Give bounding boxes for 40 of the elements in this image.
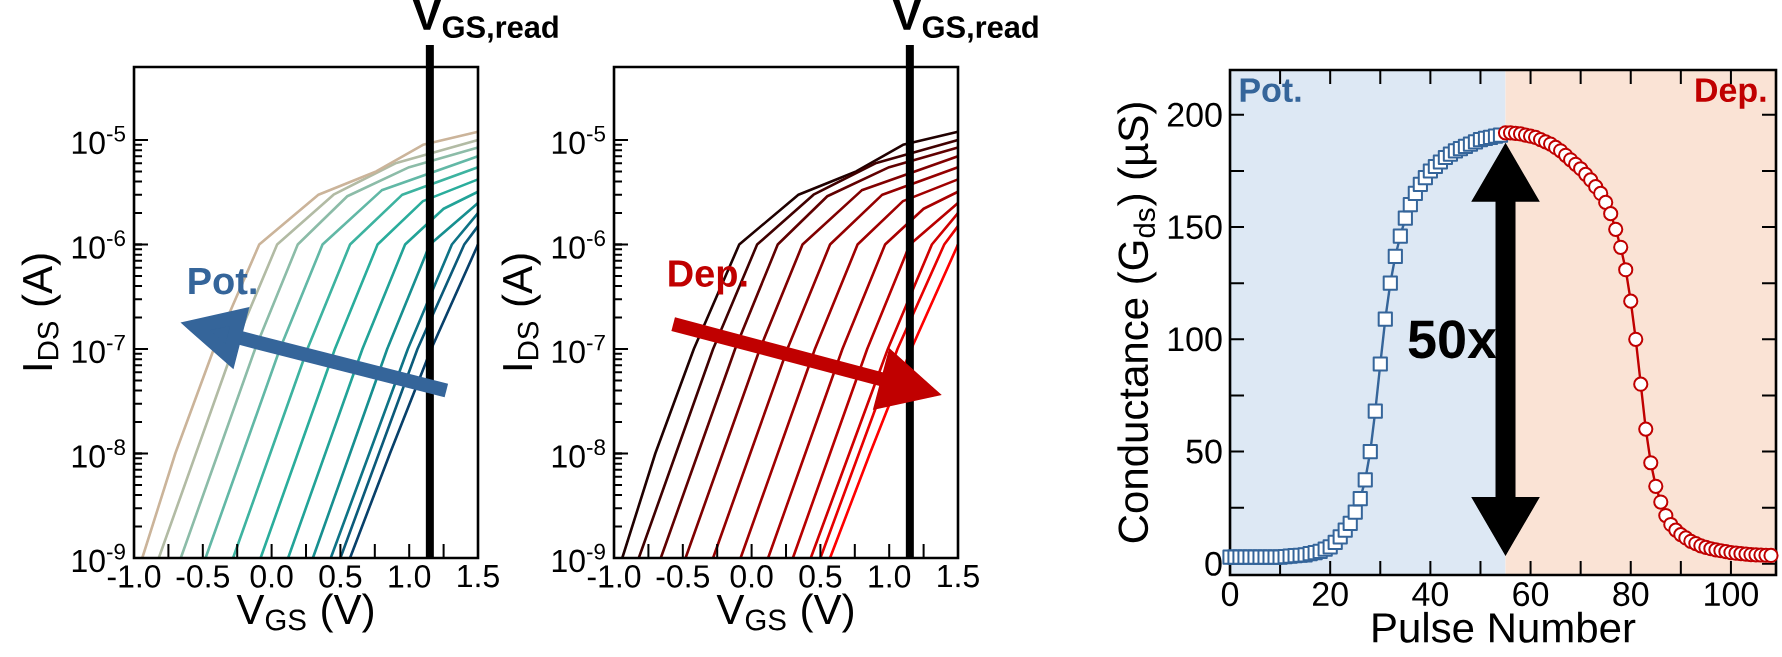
x-tick-label: -0.5: [656, 565, 710, 588]
y-tick-label: 200: [1167, 102, 1222, 127]
band-label: Pot.: [1240, 78, 1301, 103]
x-tick-label: 40: [1412, 582, 1448, 607]
x-axis-title: V$_{GS}$ (V): [716, 593, 853, 633]
x-axis-title: V$_{GS}$ (V): [236, 593, 373, 633]
x-tick-label: 0: [1221, 582, 1239, 607]
y-axis-title: I$_{DS}$ (A): [501, 254, 541, 370]
y-tick-label: 10$^{-6}$: [552, 230, 605, 259]
x-tick-label: 1.5: [458, 565, 499, 588]
ref-line-label: V$_{GS,read}$: [412, 0, 558, 43]
y-tick-label: 10$^{-8}$: [552, 439, 605, 468]
x-tick-label: 1.5: [938, 565, 979, 588]
y-tick-label: 100: [1168, 327, 1222, 352]
y-tick-label: 10$^{-7}$: [552, 334, 605, 364]
ref-line-label: V$_{GS,read}$: [892, 0, 1038, 43]
y-tick-label: 10$^{-6}$: [72, 230, 125, 259]
x-tick-label: 1.0: [869, 565, 911, 588]
annotation: 50x: [1408, 320, 1497, 359]
y-tick-label: 10$^{-5}$: [72, 125, 125, 155]
x-tick-label: 0.5: [319, 565, 362, 588]
x-tick-label: 0.0: [250, 565, 293, 588]
annotation: Pot.: [189, 267, 256, 295]
x-tick-label: 80: [1613, 582, 1649, 607]
x-tick-label: 20: [1313, 582, 1348, 607]
y-tick-label: 50: [1186, 439, 1222, 464]
y-axis-title: I$_{DS}$ (A): [21, 254, 61, 370]
y-tick-label: 10$^{-5}$: [552, 125, 605, 155]
x-tick-label: 100: [1705, 582, 1758, 607]
y-tick-label: 10$^{-7}$: [72, 334, 125, 364]
x-tick-label: 1.0: [389, 565, 431, 588]
band-label: Dep.: [1696, 78, 1766, 109]
x-tick-label: -0.5: [176, 565, 230, 588]
x-axis-title: Pulse Number: [1373, 611, 1636, 643]
x-tick-label: 0.0: [730, 565, 773, 588]
x-tick-label: 60: [1513, 582, 1549, 607]
x-tick-label: 0.5: [799, 565, 842, 588]
y-axis-title: Conductance (G$_{ds}$) (µS): [1117, 103, 1157, 543]
y-tick-label: 10$^{-8}$: [72, 439, 125, 468]
y-tick-label: 150: [1168, 215, 1222, 240]
